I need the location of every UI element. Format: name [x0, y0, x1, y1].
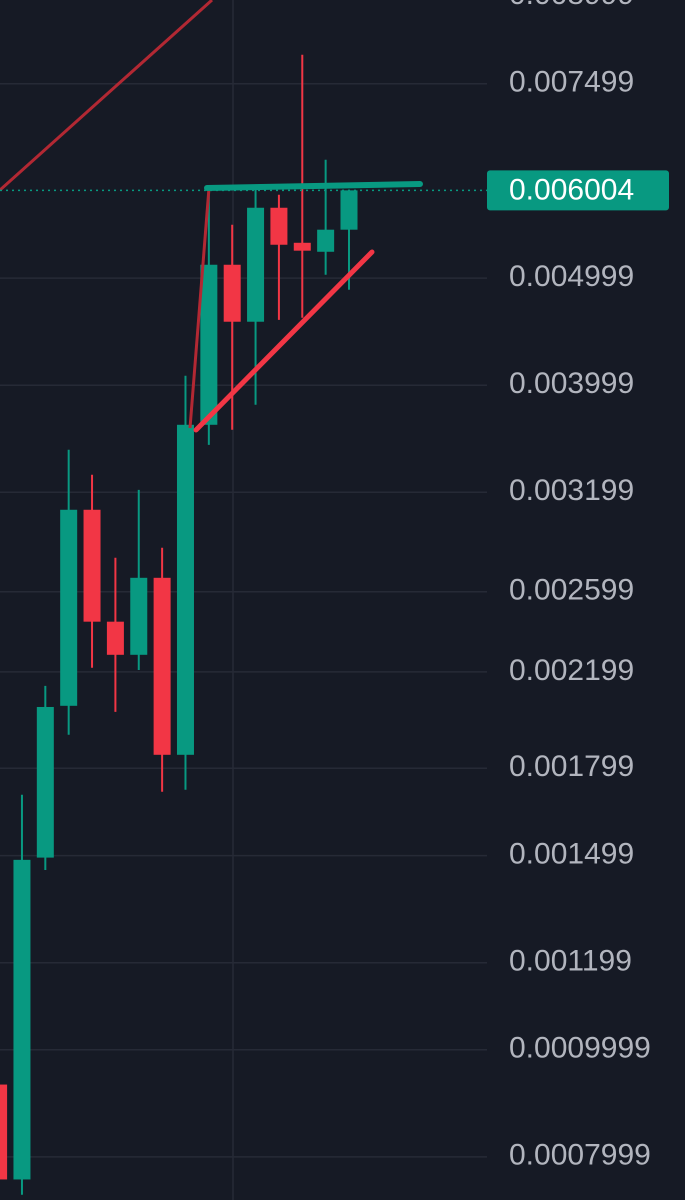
- candle-body: [176, 424, 194, 755]
- y-tick-label: 0.002599: [509, 574, 634, 607]
- last-price-box: [487, 170, 669, 211]
- drawings: [0, 0, 423, 433]
- y-tick-label: 0.007499: [509, 66, 634, 99]
- candle-body: [0, 1084, 8, 1180]
- trend-line: [0, 0, 214, 192]
- candle-body: [340, 190, 358, 230]
- candle-body: [270, 207, 288, 245]
- y-tick-label: 0.001199: [509, 945, 632, 978]
- candles: [0, 54, 358, 1195]
- candle-body: [13, 859, 31, 1180]
- candle-body: [36, 706, 54, 858]
- price-axis: 0.008999 0.007499 0.004999 0.003999 0.003199…: [0, 0, 669, 1172]
- y-tick-label: 0.001499: [509, 838, 634, 871]
- candle-body: [293, 242, 311, 251]
- resistance-line: [204, 181, 423, 191]
- y-tick-label: 0.003999: [509, 367, 634, 400]
- last-price-label: 0.006004: [509, 173, 634, 206]
- support-line: [193, 249, 375, 433]
- y-tick-label: 0.0007999: [509, 1139, 651, 1172]
- y-tick-label: 0.002199: [509, 654, 634, 687]
- y-tick-label: 0.001799: [509, 750, 634, 783]
- y-tick-label: 0.0009999: [509, 1032, 651, 1065]
- candle-body: [247, 207, 265, 322]
- candle-body: [153, 577, 171, 755]
- trend-line: [188, 187, 211, 429]
- candle-body: [60, 509, 78, 706]
- y-tick-label: 0.008999: [509, 0, 634, 11]
- y-tick-label: 0.003199: [509, 474, 634, 507]
- candle-body: [317, 229, 335, 252]
- grid: [0, 82, 487, 1158]
- candle-body: [223, 264, 241, 322]
- candle-body: [200, 264, 218, 425]
- y-tick-label: 0.004999: [509, 260, 634, 293]
- candle-body: [130, 577, 148, 655]
- candle-body: [106, 621, 124, 655]
- candle-body: [83, 509, 101, 622]
